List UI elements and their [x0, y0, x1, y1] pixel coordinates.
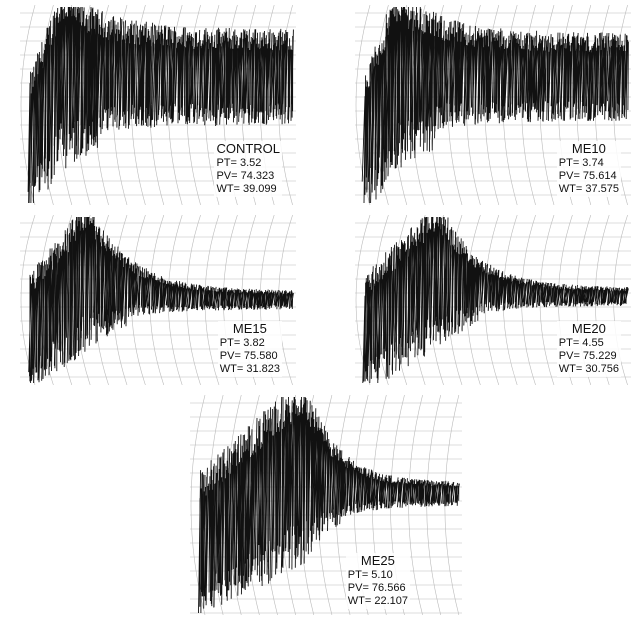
panel-info: CONTROL PT= 3.52 PV= 74.323 WT= 39.099: [214, 141, 282, 197]
wt-value: WT= 31.823: [220, 363, 280, 376]
panel-label: ME25: [348, 554, 408, 567]
panel-info: ME25 PT= 5.10 PV= 76.566 WT= 22.107: [346, 553, 410, 609]
pt-value: PT= 3.82: [220, 337, 280, 350]
mixogram: [190, 395, 462, 615]
mixogram-panel: ME25 PT= 5.10 PV= 76.566 WT= 22.107: [190, 395, 462, 615]
pt-value: PT= 3.74: [559, 157, 619, 170]
mixogram-panel: ME10 PT= 3.74 PV= 75.614 WT= 37.575: [355, 5, 631, 205]
pt-value: PT= 3.52: [216, 157, 280, 170]
mixogram-panel: ME15 PT= 3.82 PV= 75.580 WT= 31.823: [20, 215, 296, 385]
pv-value: PV= 75.614: [559, 170, 619, 183]
panel-label: CONTROL: [216, 142, 280, 155]
wt-value: WT= 30.756: [559, 363, 619, 376]
panel-label: ME10: [559, 142, 619, 155]
wt-value: WT= 37.575: [559, 183, 619, 196]
mixogram-panel: CONTROL PT= 3.52 PV= 74.323 WT= 39.099: [20, 5, 296, 205]
pv-value: PV= 74.323: [216, 170, 280, 183]
figure: CONTROL PT= 3.52 PV= 74.323 WT= 39.099 M…: [0, 0, 641, 621]
mixogram-trace: [199, 397, 460, 613]
pt-value: PT= 5.10: [348, 569, 408, 582]
panel-label: ME15: [220, 322, 280, 335]
mixogram-panel: ME20 PT= 4.55 PV= 75.229 WT= 30.756: [355, 215, 631, 385]
panel-info: ME10 PT= 3.74 PV= 75.614 WT= 37.575: [557, 141, 621, 197]
wt-value: WT= 39.099: [216, 183, 280, 196]
panel-info: ME15 PT= 3.82 PV= 75.580 WT= 31.823: [218, 321, 282, 377]
pt-value: PT= 4.55: [559, 337, 619, 350]
pv-value: PV= 75.229: [559, 350, 619, 363]
pv-value: PV= 76.566: [348, 582, 408, 595]
pv-value: PV= 75.580: [220, 350, 280, 363]
panel-label: ME20: [559, 322, 619, 335]
wt-value: WT= 22.107: [348, 595, 408, 608]
panel-info: ME20 PT= 4.55 PV= 75.229 WT= 30.756: [557, 321, 621, 377]
